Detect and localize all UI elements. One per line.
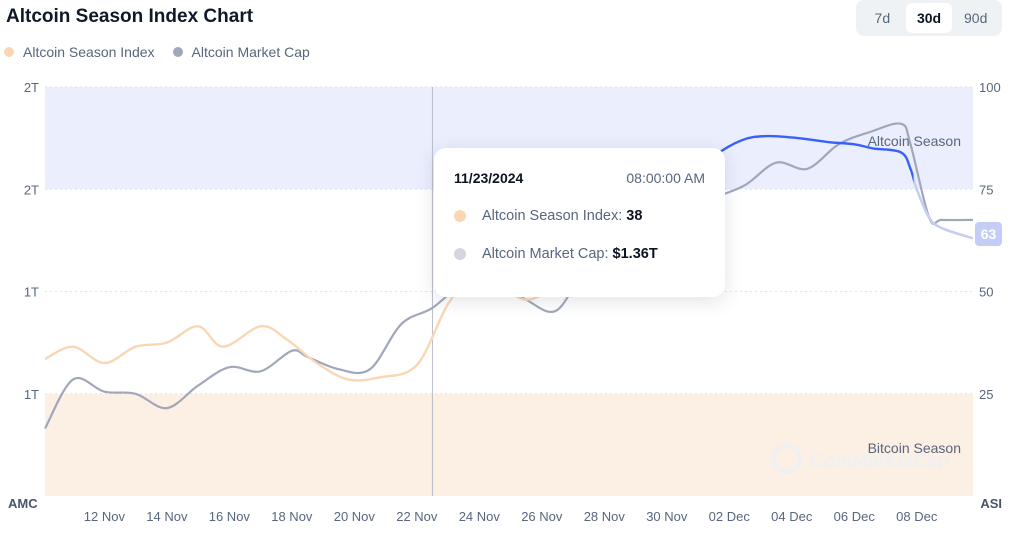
x-axis-tick: 04 Dec (771, 509, 813, 524)
x-axis-tick: 16 Nov (209, 509, 251, 524)
tooltip-dot-icon (454, 210, 466, 222)
x-axis-tick: 06 Dec (834, 509, 876, 524)
chart-title: Altcoin Season Index Chart (6, 6, 254, 27)
badge-background (975, 222, 1002, 246)
time-range-selector: 7d 30d 90d (856, 0, 1002, 36)
legend-dot-icon (172, 47, 183, 57)
watermark-text: CoinMarketCap (810, 451, 949, 472)
altcoin-season-label: Altcoin Season (868, 133, 961, 149)
range-7d-button[interactable]: 7d (874, 10, 891, 26)
chart-tooltip: 11/23/2024 08:00:00 AM Altcoin Season In… (434, 148, 725, 297)
x-axis-tick: 26 Nov (521, 509, 563, 524)
bitcoin-season-label: Bitcoin Season (868, 440, 961, 456)
x-axis-tick: 14 Nov (146, 509, 188, 524)
right-axis-tick: 75 (979, 182, 993, 197)
x-axis-tick: 20 Nov (334, 509, 376, 524)
tooltip-mcap-label: Altcoin Market Cap: (482, 246, 609, 262)
chart-legend: Altcoin Season Index Altcoin Market Cap (4, 44, 328, 60)
legend-label: Altcoin Market Cap (191, 44, 310, 60)
tooltip-row-mcap: Altcoin Market Cap: $1.36T (454, 246, 705, 262)
tooltip-row-index: Altcoin Season Index: 38 (454, 208, 705, 224)
bitcoin-season-zone (45, 394, 973, 496)
legend-dot-icon (4, 47, 14, 57)
range-30d-button[interactable]: 30d (905, 3, 953, 33)
tooltip-date: 11/23/2024 (454, 170, 524, 186)
left-axis-tick: 1T (24, 285, 39, 300)
x-axis-tick: 18 Nov (271, 509, 313, 524)
x-axis-tick: 08 Dec (896, 509, 938, 524)
watermark: CoinMarketCap (772, 444, 949, 474)
left-axis-tick: 2T (24, 182, 39, 197)
legend-item-altcoin-season-index[interactable]: Altcoin Season Index (4, 44, 155, 60)
right-axis-tick: 50 (979, 285, 993, 300)
x-axis-tick: 02 Dec (709, 509, 751, 524)
right-axis-title: ASI (980, 496, 1002, 511)
left-axis-tick: 2T (24, 80, 39, 95)
tooltip-index-label: Altcoin Season Index: (482, 208, 623, 224)
x-axis-tick: 12 Nov (84, 509, 126, 524)
x-axis-tick: 28 Nov (584, 509, 626, 524)
range-90d-button[interactable]: 90d (964, 10, 988, 26)
legend-label: Altcoin Season Index (23, 44, 155, 60)
axis-layer: 2T 2T 1T 1T 100 75 50 25 12 Nov 14 Nov 16 Nov 18 No… (24, 80, 1001, 524)
legend-item-altcoin-market-cap[interactable]: Altcoin Market Cap (172, 44, 310, 60)
tooltip-dot-icon (454, 248, 466, 260)
right-axis-tick: 100 (979, 80, 1001, 95)
tooltip-index-value: 38 (626, 208, 643, 224)
tooltip-mcap-value: $1.36T (612, 246, 658, 262)
x-axis-tick: 22 Nov (396, 509, 438, 524)
left-axis-tick: 1T (24, 387, 39, 402)
tooltip-time: 08:00:00 AM (626, 170, 705, 186)
current-value-badge: 63 (975, 222, 1002, 246)
x-axis-tick: 24 Nov (459, 509, 501, 524)
series-line-altcoin-season-index-highlight (673, 134, 914, 190)
left-axis-title: AMC (8, 496, 38, 511)
right-axis-tick: 25 (979, 387, 993, 402)
coinmarketcap-logo-icon (772, 444, 802, 474)
badge-value: 63 (981, 226, 997, 242)
x-axis-tick: 30 Nov (646, 509, 688, 524)
